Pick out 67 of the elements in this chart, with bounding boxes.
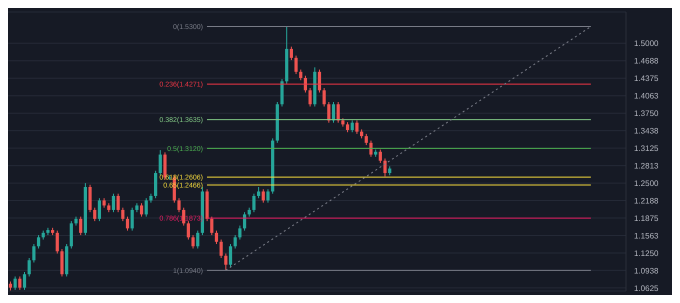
candlestick [327, 102, 330, 124]
candlestick [70, 220, 73, 250]
y-tick-label: 1.0625 [634, 284, 660, 293]
y-tick-label: 1.4063 [634, 92, 660, 101]
candlestick [18, 276, 22, 290]
candlestick [294, 55, 298, 75]
candlestick [28, 258, 31, 277]
y-tick-label: 1.3438 [634, 126, 660, 136]
y-tick-label: 1.2813 [634, 161, 660, 170]
candlestick [196, 230, 200, 250]
candlestick [290, 46, 293, 61]
candlestick [93, 207, 96, 222]
candlestick [130, 207, 134, 232]
candlestick [154, 170, 158, 199]
y-tick-label: 1.4688 [634, 56, 660, 66]
candlestick [322, 88, 326, 107]
candlestick [22, 271, 26, 290]
candlestick [88, 184, 92, 213]
candlestick [252, 193, 256, 213]
candlestick [144, 198, 148, 218]
candlestick [350, 120, 354, 133]
candlestick [14, 276, 17, 290]
candlestick [336, 102, 340, 124]
candlestick [191, 234, 195, 250]
candlestick [262, 188, 265, 204]
candlestick [383, 158, 387, 177]
candlestick [56, 230, 59, 254]
candlestick [228, 244, 232, 268]
candlestick [121, 207, 124, 222]
y-tick-label: 1.2500 [634, 178, 660, 188]
candlestick [238, 225, 242, 240]
candlestick [126, 216, 130, 232]
candlestick [234, 234, 237, 250]
candlestick [355, 120, 359, 134]
candlestick [140, 202, 144, 218]
y-tick-label: 1.1250 [634, 248, 660, 258]
candlestick [364, 133, 368, 146]
candlestick [79, 216, 82, 236]
candlestick [32, 244, 36, 263]
candlestick [280, 78, 284, 107]
candlestick [308, 88, 312, 107]
candlestick [224, 253, 228, 271]
y-tick-label: 1.2188 [634, 196, 660, 206]
y-tick-label: 1.3125 [634, 144, 660, 153]
candlestick [210, 216, 214, 236]
y-tick-label: 1.1875 [634, 214, 660, 223]
y-tick-label: 1.1563 [634, 231, 660, 240]
y-tick-label: 1.3750 [634, 109, 660, 118]
candlestick [158, 150, 162, 176]
candlestick [257, 186, 260, 199]
candlestick [299, 69, 302, 81]
y-tick-label: 1.0938 [634, 266, 660, 276]
candlestick [98, 198, 102, 222]
candlestick [346, 122, 350, 133]
candlestick [60, 248, 64, 277]
y-tick-label: 1.4375 [634, 74, 660, 84]
candlestick [214, 230, 218, 245]
candlestick [378, 149, 382, 164]
candlestick [36, 234, 40, 250]
candlestick [112, 193, 116, 213]
candlestick [266, 188, 270, 204]
y-tick-label: 1.5000 [634, 39, 660, 48]
candlestick [102, 198, 106, 208]
candlestick [116, 193, 120, 213]
candlestick [220, 239, 223, 259]
candlestick [186, 220, 190, 240]
candlestick [177, 198, 181, 213]
